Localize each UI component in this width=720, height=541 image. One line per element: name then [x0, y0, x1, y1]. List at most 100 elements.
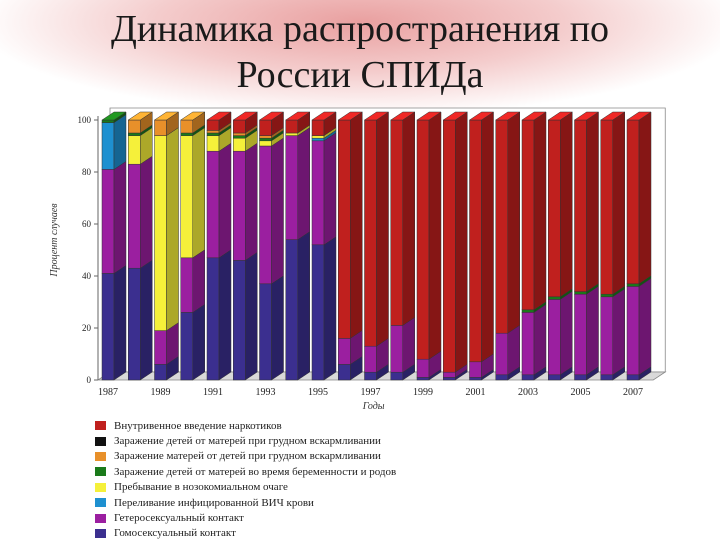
legend-swatch [95, 467, 106, 477]
bar-segment [233, 135, 246, 139]
bar-segment [128, 119, 141, 134]
bar-segment [101, 122, 115, 170]
bar-segment [206, 130, 220, 134]
bar-segment [364, 345, 377, 373]
bar-segment-side [612, 288, 625, 376]
bar-segment [338, 364, 351, 381]
bar-segment [600, 374, 613, 381]
bar-segment-side [533, 111, 547, 311]
bar-segment-side [533, 303, 547, 376]
bar-segment [469, 377, 482, 381]
bar-segment-side [271, 275, 284, 381]
legend-item: Заражение детей от матерей при грудном в… [95, 433, 555, 448]
bar-segment-side [455, 111, 468, 373]
legend-swatch [95, 528, 106, 538]
bar-segment [180, 119, 193, 134]
bar-segment-side [245, 142, 258, 261]
bar-segment [206, 150, 220, 259]
bar-segment-side [402, 316, 415, 373]
bar-segment-side [638, 111, 652, 285]
legend-item: Пребывание в нозокомиальном очаге [95, 480, 555, 495]
bar-segment-side [612, 111, 625, 295]
bar-segment-side [402, 111, 415, 326]
legend-swatch [95, 436, 106, 446]
bar-top [179, 111, 206, 121]
x-tick-label: 2003 [518, 387, 538, 398]
x-tick-label: 1989 [151, 387, 171, 398]
bar-segment [338, 119, 351, 339]
bar-segment-side [507, 324, 520, 376]
y-tick-label: 60 [82, 219, 92, 229]
bar-segment [390, 371, 403, 381]
bar-segment [259, 283, 272, 381]
x-tick-label: 1993 [256, 387, 276, 398]
bar-top [547, 111, 574, 121]
legend-label: Внутривенное введение наркотиков [114, 419, 282, 432]
bar-segment-side [192, 127, 205, 259]
bar-top [337, 111, 364, 121]
bar-segment [128, 163, 141, 269]
bar-segment [548, 299, 561, 376]
bar-segment [364, 119, 377, 347]
bar-segment [101, 273, 115, 381]
bar-segment-side [638, 277, 652, 376]
bar-segment [521, 374, 535, 381]
bar-segment-side [218, 142, 232, 259]
legend-label: Гомосексуальный контакт [114, 527, 236, 540]
bar-segment [521, 309, 535, 313]
bar-segment-side [140, 259, 153, 381]
bar-top [626, 111, 652, 121]
bar-segment [548, 374, 561, 381]
bar-segment-side [323, 236, 337, 381]
bar-segment [128, 135, 141, 165]
bar-segment [180, 312, 193, 381]
bar-segment [600, 296, 613, 376]
legend-item: Внутривенное введение наркотиков [95, 418, 555, 433]
bar-segment [311, 135, 325, 139]
slide-title: Динамика распространения по России СПИДа [0, 6, 720, 98]
bar-segment [443, 119, 456, 373]
bar-top [494, 111, 521, 121]
bar-segment [259, 145, 272, 285]
bar-segment [469, 361, 482, 378]
x-axis-label: Годы [362, 401, 385, 412]
bar-segment [521, 119, 535, 311]
bar-segment [101, 169, 115, 274]
x-tick-label: 2005 [571, 387, 591, 398]
bar-segment [154, 119, 167, 136]
bar-segment [521, 312, 535, 376]
bar-segment-side [428, 111, 442, 360]
y-tick-label: 100 [78, 115, 92, 125]
bar-segment [128, 267, 141, 381]
y-tick-label: 40 [82, 271, 92, 281]
legend-swatch [95, 421, 106, 431]
legend-swatch [95, 451, 106, 461]
bar-top [521, 111, 547, 121]
bar-segment [206, 119, 220, 131]
bar-segment [259, 135, 272, 139]
bar-segment [233, 260, 246, 381]
bar-top [127, 111, 154, 121]
legend-label: Гетеросексуальный контакт [114, 512, 244, 525]
bar-top [599, 111, 626, 121]
bar-segment [443, 377, 456, 381]
bar-segment-side [350, 111, 363, 339]
bar-segment [600, 119, 613, 295]
bar-segment-side [481, 111, 494, 363]
bar-segment [233, 137, 246, 152]
bar-top [206, 111, 232, 121]
bar-segment [259, 119, 272, 136]
bar-segment-side [271, 137, 284, 285]
bar-segment [495, 374, 508, 381]
legend-swatch [95, 498, 106, 508]
bar-segment [233, 150, 246, 261]
bar-segment [285, 119, 298, 134]
x-tick-label: 1991 [203, 387, 223, 398]
bar-segment-side [113, 264, 127, 381]
bar-top [442, 111, 469, 121]
bar-segment [180, 135, 193, 259]
bar-segment [206, 257, 220, 381]
bar-segment [338, 338, 351, 365]
legend-item: Гетеросексуальный контакт [95, 510, 555, 525]
bar-segment [311, 137, 325, 142]
